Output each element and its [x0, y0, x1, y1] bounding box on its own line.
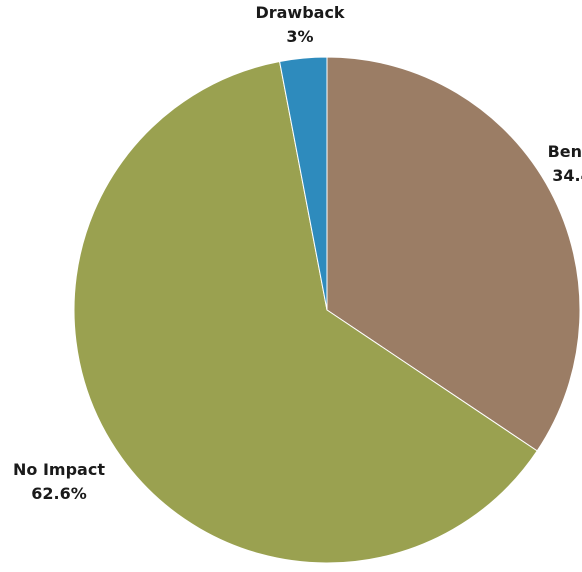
slice-no-impact	[73, 60, 538, 564]
value-label-benefit: 34.4%	[552, 166, 582, 185]
label-benefit: Benefit	[548, 142, 582, 161]
value-label-drawback: 3%	[286, 27, 313, 46]
label-no-impact: No Impact	[13, 460, 105, 479]
slice-drawback	[279, 56, 328, 311]
pie-labels: Benefit 34.4% No Impact 62.6% Drawback 3%	[13, 3, 582, 503]
pie-slices	[73, 56, 581, 564]
value-label-no-impact: 62.6%	[31, 484, 87, 503]
slice-benefit	[326, 56, 581, 452]
label-drawback: Drawback	[255, 3, 344, 22]
